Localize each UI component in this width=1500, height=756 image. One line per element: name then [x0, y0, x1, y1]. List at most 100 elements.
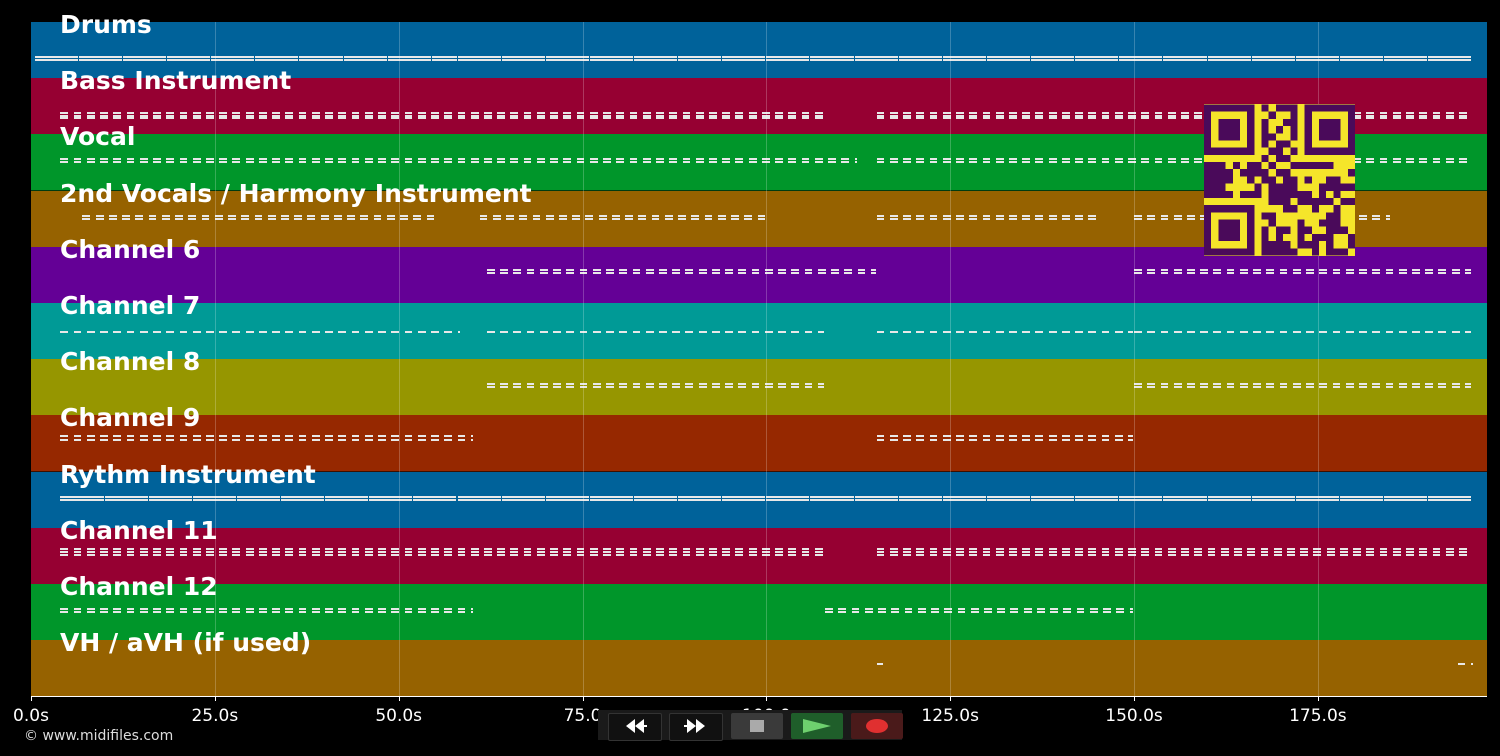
midi-note	[1425, 331, 1434, 333]
track-lane[interactable]	[31, 640, 1487, 698]
midi-note	[916, 158, 925, 161]
midi-note	[1359, 271, 1367, 274]
midi-note	[685, 331, 694, 333]
tick-mark	[950, 696, 952, 701]
midi-note	[1048, 550, 1057, 553]
midi-note	[1134, 268, 1142, 271]
midi-note	[579, 268, 588, 271]
midi-note	[201, 214, 210, 217]
midi-note	[166, 331, 175, 333]
midi-note	[391, 435, 400, 438]
midi-note	[672, 268, 681, 271]
midi-note	[1438, 268, 1447, 271]
midi-note	[192, 547, 201, 550]
midi-note	[1432, 161, 1441, 164]
midi-note	[298, 435, 307, 438]
midi-note	[245, 115, 254, 118]
midi-note	[1445, 547, 1454, 550]
midi-note	[889, 112, 898, 115]
midi-note	[645, 383, 654, 386]
midi-note	[391, 439, 400, 442]
midi-note	[1332, 383, 1341, 386]
midi-note	[704, 217, 713, 220]
record-button[interactable]	[851, 713, 903, 739]
midi-note	[387, 56, 431, 58]
track-lane[interactable]	[31, 415, 1487, 473]
midi-note	[391, 112, 400, 115]
midi-note	[1359, 268, 1367, 271]
midi-note	[1207, 59, 1251, 61]
midi-note	[695, 547, 704, 550]
midi-note	[364, 158, 373, 161]
midi-note	[1075, 550, 1083, 553]
midi-note	[1200, 331, 1209, 333]
midi-note	[1419, 117, 1428, 120]
play-button[interactable]	[791, 713, 843, 739]
midi-note	[338, 611, 347, 613]
midi-note	[616, 550, 625, 553]
midi-note	[1036, 611, 1045, 613]
midi-note	[1009, 115, 1017, 118]
track-lane[interactable]	[31, 303, 1487, 360]
midi-note	[417, 553, 426, 556]
midi-note	[219, 117, 228, 120]
midi-note	[942, 56, 986, 58]
midi-note	[373, 214, 382, 217]
track-lane[interactable]	[31, 22, 1487, 79]
midi-note	[810, 56, 854, 58]
midi-note	[632, 268, 641, 271]
fast-forward-button[interactable]	[669, 713, 723, 741]
midi-note	[817, 268, 826, 271]
midi-note	[236, 498, 280, 501]
midi-note	[632, 271, 641, 274]
midi-note	[298, 553, 307, 556]
midi-note	[188, 214, 197, 217]
piano-roll[interactable]: Drums Bass Instrument Vocal 2nd Vocals / Ha…	[31, 12, 1487, 698]
midi-note	[775, 115, 783, 118]
midi-note	[748, 117, 757, 120]
track-lane[interactable]	[31, 527, 1487, 585]
midi-note	[179, 115, 188, 118]
midi-note	[325, 547, 333, 550]
midi-note	[735, 112, 744, 115]
midi-note	[1061, 439, 1070, 442]
midi-note	[698, 268, 707, 271]
midi-note	[929, 553, 938, 556]
midi-note	[311, 117, 320, 120]
midi-note	[982, 331, 991, 333]
midi-note	[916, 112, 925, 115]
midi-note	[1114, 117, 1123, 120]
midi-note	[1470, 663, 1473, 666]
midi-note	[526, 268, 535, 271]
tick-mark	[1317, 696, 1319, 701]
midi-note	[870, 268, 876, 271]
track-lane[interactable]	[31, 359, 1487, 417]
track-lane[interactable]	[31, 584, 1487, 641]
midi-note	[698, 386, 707, 389]
midi-note	[1385, 383, 1394, 386]
midi-note	[1129, 611, 1134, 613]
midi-note	[378, 112, 386, 115]
midi-note	[232, 439, 241, 442]
midi-note	[682, 115, 691, 118]
midi-note	[1266, 383, 1275, 386]
midi-note	[404, 547, 413, 550]
midi-note	[219, 331, 228, 333]
midi-note	[245, 331, 254, 333]
midi-note	[338, 550, 347, 553]
midi-note	[1010, 608, 1019, 610]
midi-note	[95, 214, 104, 217]
midi-note	[876, 550, 885, 553]
rewind-button[interactable]	[608, 713, 662, 741]
stop-button[interactable]	[731, 713, 783, 739]
midi-note	[192, 112, 201, 115]
midi-note	[338, 117, 347, 120]
midi-note	[1163, 56, 1207, 58]
midi-note	[426, 214, 435, 217]
midi-note	[775, 547, 783, 550]
midi-note	[86, 158, 95, 161]
midi-note	[1101, 553, 1110, 556]
midi-note	[695, 553, 704, 556]
midi-note	[788, 117, 797, 120]
midi-note	[817, 386, 825, 389]
